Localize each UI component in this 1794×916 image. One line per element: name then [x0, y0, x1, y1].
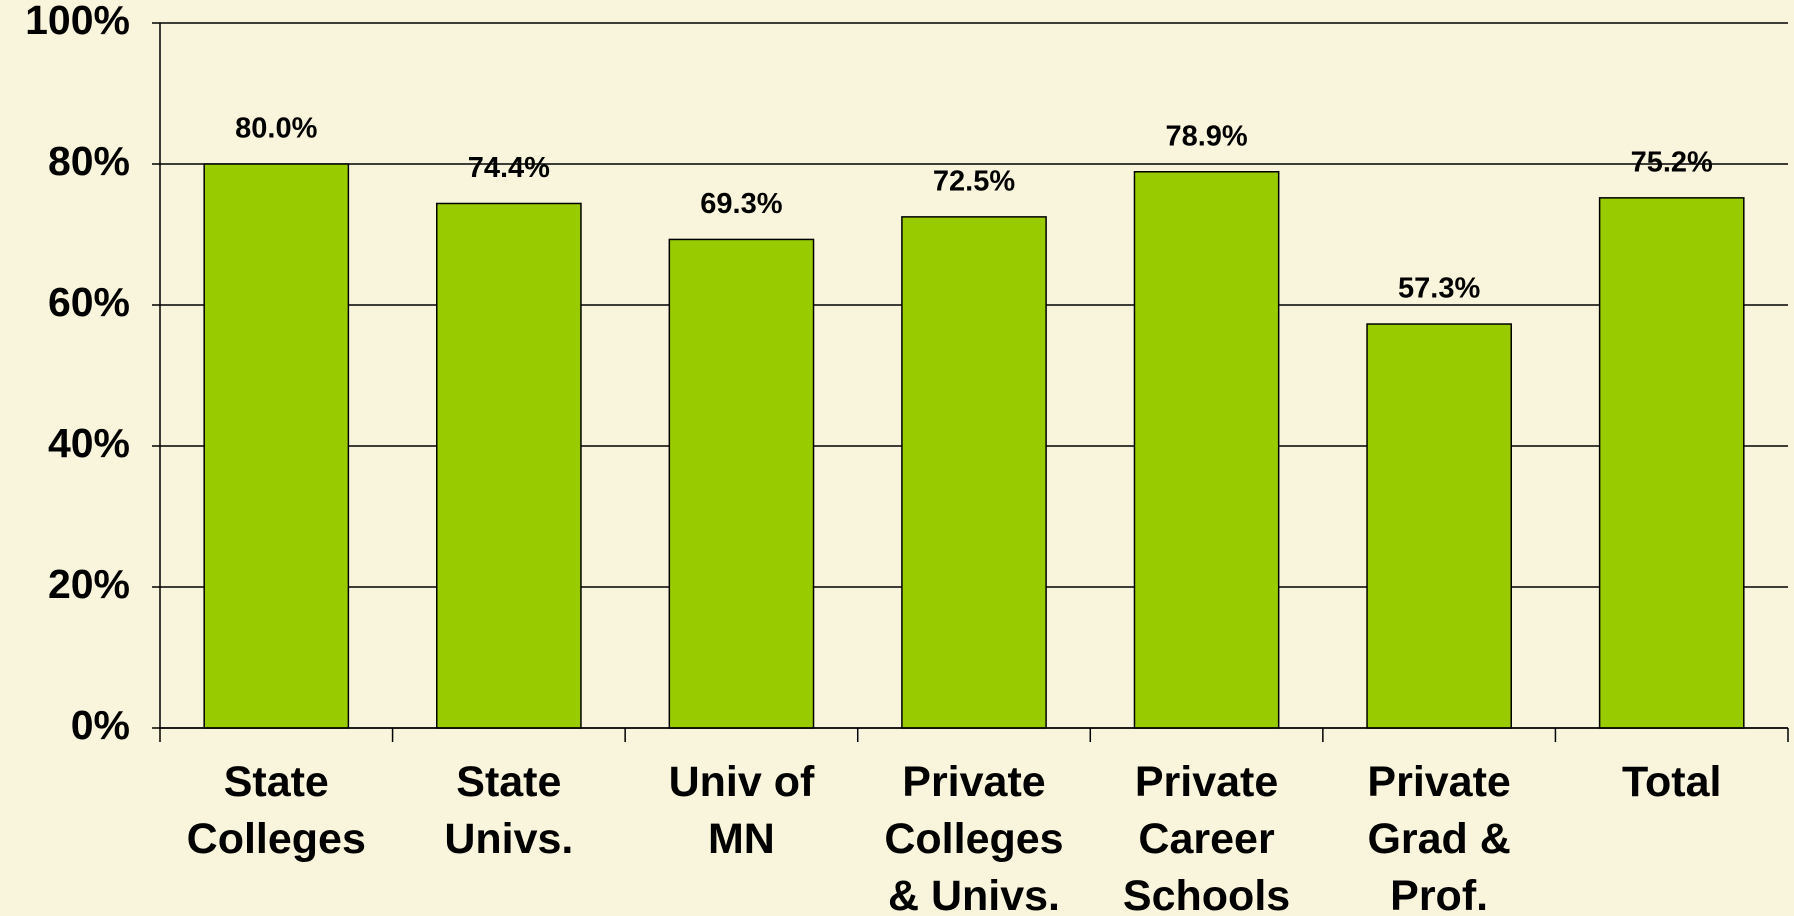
x-tick-label: Private Grad & Prof. [1367, 758, 1511, 916]
value-label: 75.2% [1631, 146, 1713, 178]
x-tick-label: State Colleges [186, 758, 366, 863]
value-label: 72.5% [933, 166, 1015, 198]
bar [1598, 197, 1745, 729]
bar [1366, 323, 1512, 729]
value-label: 80.0% [235, 113, 317, 145]
y-tick-label: 0% [71, 702, 130, 748]
x-tick-label: Private Career Schools [1122, 758, 1291, 916]
x-tick-label: Total [1621, 758, 1722, 806]
bar [668, 238, 815, 729]
y-tick-label: 100% [25, 0, 130, 43]
bar [901, 216, 1047, 729]
bar [203, 163, 350, 729]
bar [436, 202, 582, 729]
y-tick-label: 80% [48, 138, 130, 184]
value-label: 69.3% [700, 188, 782, 220]
y-tick-label: 60% [48, 279, 130, 325]
x-tick-label: Univ of MN [668, 758, 815, 863]
y-tick-label: 20% [48, 561, 130, 607]
value-label: 78.9% [1165, 120, 1247, 152]
x-tick-label: Private Colleges & Univs. [884, 758, 1064, 916]
y-tick-label: 40% [48, 420, 130, 466]
value-label: 57.3% [1398, 273, 1480, 305]
bar [1133, 171, 1280, 729]
x-tick-label: State Univs. [444, 758, 574, 863]
value-label: 74.4% [468, 152, 550, 184]
